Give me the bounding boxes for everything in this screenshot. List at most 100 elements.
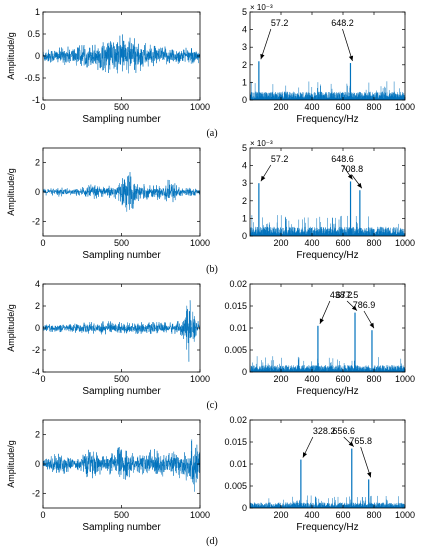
y-tick-label: 0 xyxy=(242,95,247,105)
y-tick-label: 0.005 xyxy=(224,345,247,355)
x-axis-label: Sampling number xyxy=(82,114,161,125)
y-tick-label: 0 xyxy=(35,51,40,61)
panel-a-time: 0 500 1000 -1 -0.5 0 0.5 1 Sampling number Amplit… xyxy=(6,7,210,125)
plot-frame xyxy=(249,147,406,237)
y-axis-label: Amplitude/g xyxy=(6,32,16,80)
y-tick-label: -2 xyxy=(32,216,40,226)
y-tick-label: 0 xyxy=(242,503,247,513)
peak-label: 648.6 xyxy=(331,154,354,164)
y-tick-label: 4 xyxy=(242,161,247,171)
peak-arrowhead xyxy=(348,55,354,62)
x-tick-label: 500 xyxy=(114,510,129,520)
plot-area xyxy=(250,448,405,508)
peak-arrowhead xyxy=(369,322,374,329)
x-tick-label: 1000 xyxy=(395,374,415,384)
plot-frame xyxy=(249,11,406,101)
x-tick-label: 800 xyxy=(366,238,381,248)
peak-arrowhead xyxy=(319,318,324,324)
y-tick-label: -1 xyxy=(32,95,40,105)
x-tick-label: 400 xyxy=(304,238,319,248)
peak-arrowhead xyxy=(302,452,308,458)
x-tick-label: 0 xyxy=(40,374,45,384)
y-tick-label: 0 xyxy=(35,187,40,197)
y-axis-label: Amplitude/g xyxy=(6,440,16,488)
x-tick-label: 200 xyxy=(273,238,288,248)
x-axis-label: Frequency/Hz xyxy=(296,114,358,125)
peak-label: 708.8 xyxy=(341,164,364,174)
peak-label: 328.2 xyxy=(313,426,336,436)
plot-background xyxy=(250,284,405,372)
peak-arrowhead xyxy=(351,305,358,311)
x-tick-label: 0 xyxy=(40,102,45,112)
plot-area xyxy=(250,181,405,236)
y-tick-label: 2 xyxy=(242,60,247,70)
y-tick-label: 5 xyxy=(242,7,247,17)
y-tick-label: 2 xyxy=(35,301,40,311)
y-multiplier: × 10⁻³ xyxy=(250,139,273,148)
y-tick-label: 2 xyxy=(35,158,40,168)
x-tick-label: 500 xyxy=(114,102,129,112)
x-axis-label: Frequency/Hz xyxy=(296,522,358,533)
panel-d-freq: 200 400 600 800 1000 0 0.005 0.01 0.015 0.02 Frequ… xyxy=(224,415,415,533)
x-tick-label: 600 xyxy=(335,102,350,112)
peak-label: 677.5 xyxy=(336,290,359,300)
peak-arrow xyxy=(342,28,353,62)
panel-c-time: 0 500 1000 -4 -2 0 2 4 Sampling number Amplitude/… xyxy=(6,279,210,397)
peak-arrow xyxy=(360,446,372,478)
x-tick-label: 400 xyxy=(304,374,319,384)
y-tick-label: 3 xyxy=(242,178,247,188)
x-tick-label: 0 xyxy=(40,510,45,520)
y-tick-label: -2 xyxy=(32,345,40,355)
y-tick-label: 2 xyxy=(242,196,247,206)
panel-d-time: 0 500 1000 -2 0 2 Sampling number Amplitude/g xyxy=(6,419,210,533)
x-tick-label: 200 xyxy=(273,510,288,520)
time-series-line xyxy=(43,172,200,212)
y-tick-label: 1 xyxy=(35,7,40,17)
y-tick-label: 1 xyxy=(242,213,247,223)
time-series-line xyxy=(43,439,200,492)
x-axis-label: Frequency/Hz xyxy=(296,386,358,397)
x-axis-label: Sampling number xyxy=(82,522,161,533)
y-tick-label: -2 xyxy=(32,488,40,498)
plot-area xyxy=(43,34,200,74)
y-multiplier: × 10⁻³ xyxy=(250,3,273,12)
panel-a-freq: 200 400 600 800 1000 0 1 2 3 4 5 Frequency/Hz × 10⁻³… xyxy=(242,3,415,125)
y-tick-label: -0.5 xyxy=(24,73,40,83)
x-tick-label: 600 xyxy=(335,238,350,248)
y-tick-label: 0 xyxy=(35,459,40,469)
peak-arrowhead xyxy=(260,175,266,182)
x-tick-label: 400 xyxy=(304,102,319,112)
x-tick-label: 800 xyxy=(366,510,381,520)
peak-arrowhead xyxy=(260,53,265,60)
peak-arrowhead xyxy=(347,174,353,180)
y-tick-label: -4 xyxy=(32,367,40,377)
x-tick-label: 1000 xyxy=(190,510,210,520)
time-series-line xyxy=(43,34,200,74)
x-tick-label: 1000 xyxy=(190,374,210,384)
x-tick-label: 1000 xyxy=(190,102,210,112)
peak-label: 648.2 xyxy=(331,18,354,28)
peak-label: 656.6 xyxy=(333,426,356,436)
y-tick-label: 0.01 xyxy=(229,459,247,469)
peak-label: 57.2 xyxy=(271,18,289,28)
y-tick-label: 0 xyxy=(242,231,247,241)
peak-label: 765.8 xyxy=(349,436,372,446)
x-tick-label: 400 xyxy=(304,510,319,520)
panel-caption: (c) xyxy=(206,400,217,411)
y-tick-label: 0.005 xyxy=(224,481,247,491)
time-series-line xyxy=(43,300,200,362)
y-tick-label: 5 xyxy=(242,143,247,153)
y-tick-label: 0.01 xyxy=(229,323,247,333)
x-axis-label: Sampling number xyxy=(82,250,161,261)
y-tick-label: 4 xyxy=(35,279,40,289)
plot-background xyxy=(250,12,405,100)
panel-caption: (d) xyxy=(206,536,218,547)
peak-arrowhead xyxy=(367,471,372,478)
peak-arrowhead xyxy=(357,182,362,189)
x-tick-label: 500 xyxy=(114,238,129,248)
panel-b-freq: 200 400 600 800 1000 0 1 2 3 4 5 Frequency/Hz × 10⁻³… xyxy=(242,139,415,261)
x-tick-label: 0 xyxy=(40,238,45,248)
y-tick-label: 0.02 xyxy=(229,415,247,425)
x-tick-label: 800 xyxy=(366,102,381,112)
plot-area xyxy=(43,300,200,362)
